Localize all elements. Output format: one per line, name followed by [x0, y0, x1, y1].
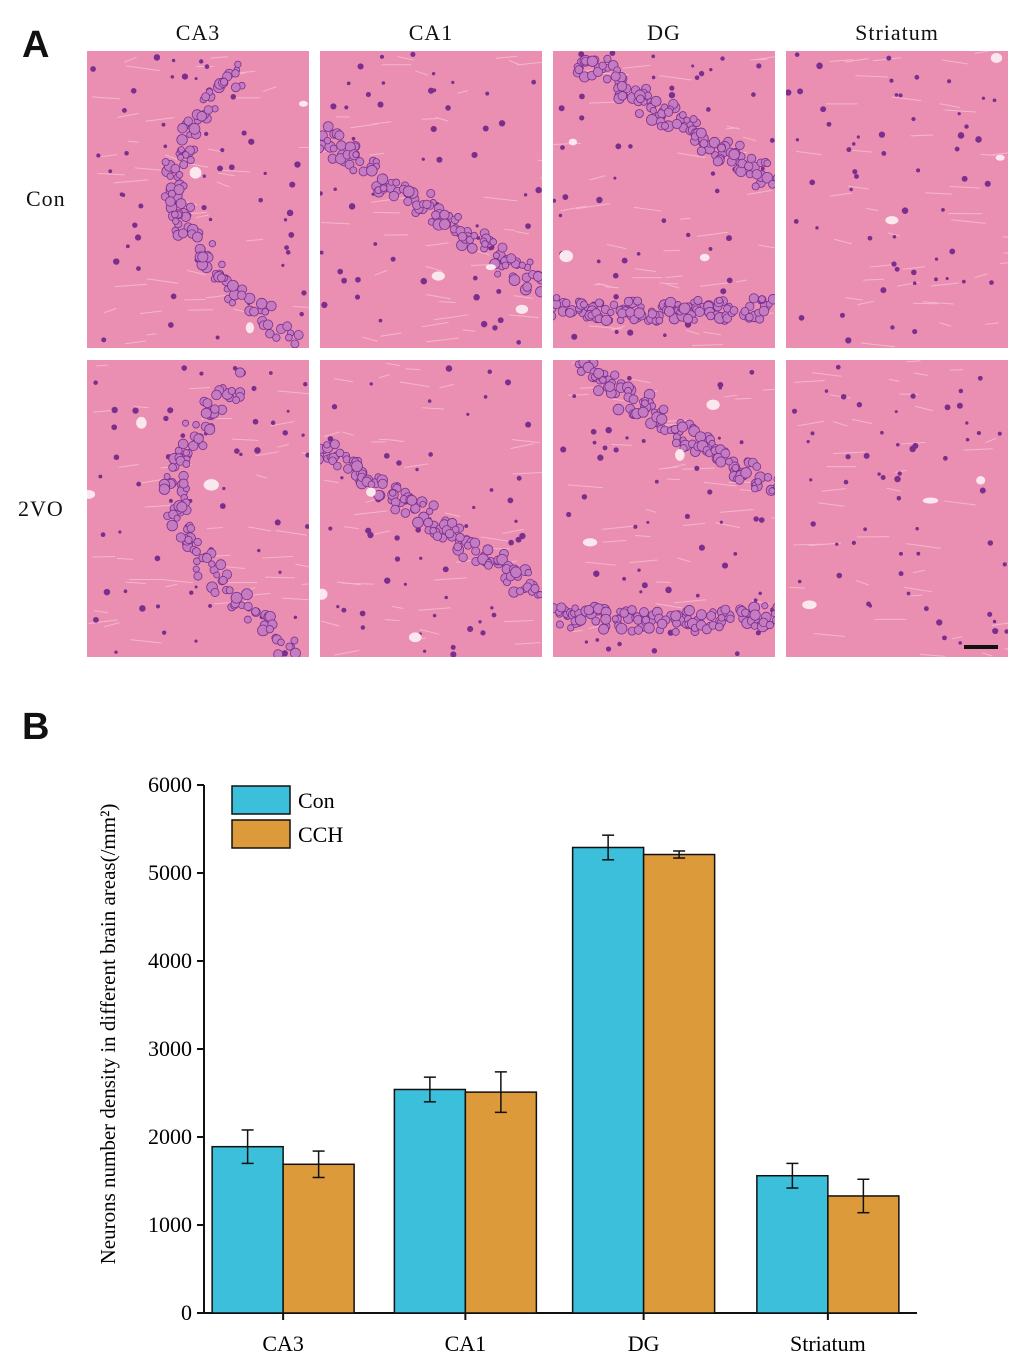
- bar-cch-ca3: [282, 1163, 355, 1314]
- x-tick-label-striatum: Striatum: [790, 1331, 866, 1356]
- bar-con-striatum: [756, 1174, 829, 1314]
- bar-cch-striatum: [827, 1195, 900, 1314]
- bar-con-dg: [571, 846, 645, 1314]
- y-tick-label: 0: [181, 1300, 192, 1325]
- histology-image-dg-2vo: [553, 360, 775, 657]
- column-label-ca1: CA1: [408, 20, 454, 45]
- legend-label-con: Con: [298, 788, 335, 813]
- histology-image-ca1-2vo: [320, 360, 542, 657]
- row-label-2vo: 2VO: [18, 496, 64, 521]
- histology-image-ca1-con: [320, 51, 542, 348]
- legend-label-cch: CCH: [298, 822, 343, 847]
- error-bar-con-ca1: [423, 1076, 436, 1103]
- y-tick-label: 6000: [148, 772, 192, 797]
- x-tick-label-dg: DG: [628, 1331, 660, 1356]
- error-bar-cch-striatum: [857, 1178, 870, 1214]
- histology-image-ca3-con: [87, 51, 309, 348]
- error-bar-con-dg: [602, 834, 615, 861]
- y-axis-label: Neurons number density in different brai…: [96, 804, 120, 1265]
- bar-con-ca1: [393, 1088, 467, 1314]
- y-tick-label: 4000: [148, 948, 192, 973]
- panel-b-letter: B: [22, 706, 50, 748]
- bar-chart: 0 1000 2000 3000 4000 5000 6000 Neurons number …: [96, 772, 917, 1356]
- bar-con-ca3: [211, 1145, 284, 1314]
- error-bar-cch-ca3: [312, 1150, 325, 1179]
- histology-image-dg-con: [553, 51, 775, 348]
- column-label-striatum: Striatum: [855, 20, 939, 45]
- column-label-ca3: CA3: [175, 20, 221, 45]
- error-bar-cch-ca1: [494, 1071, 507, 1114]
- legend-swatch-cch: [231, 819, 291, 849]
- x-tick-label-ca3: CA3: [262, 1331, 304, 1356]
- row-label-con: Con: [26, 186, 66, 211]
- error-bar-con-striatum: [786, 1162, 799, 1189]
- bar-cch-ca1: [464, 1091, 538, 1314]
- legend-swatch-con: [231, 785, 291, 815]
- error-bar-con-ca3: [241, 1129, 254, 1165]
- y-tick-label: 2000: [148, 1124, 192, 1149]
- y-tick-label: 1000: [148, 1212, 192, 1237]
- y-tick-label: 5000: [148, 860, 192, 885]
- histology-image-striatum-2vo: [786, 360, 1008, 657]
- panel-a-letter: A: [22, 24, 50, 66]
- x-tick-label-ca1: CA1: [445, 1331, 487, 1356]
- histology-image-striatum-con: [786, 51, 1008, 348]
- column-label-dg: DG: [647, 20, 681, 45]
- error-bar-cch-dg: [673, 850, 686, 859]
- bar-cch-dg: [642, 853, 716, 1314]
- histology-image-ca3-2vo: [87, 360, 309, 657]
- y-tick-label: 3000: [148, 1036, 192, 1061]
